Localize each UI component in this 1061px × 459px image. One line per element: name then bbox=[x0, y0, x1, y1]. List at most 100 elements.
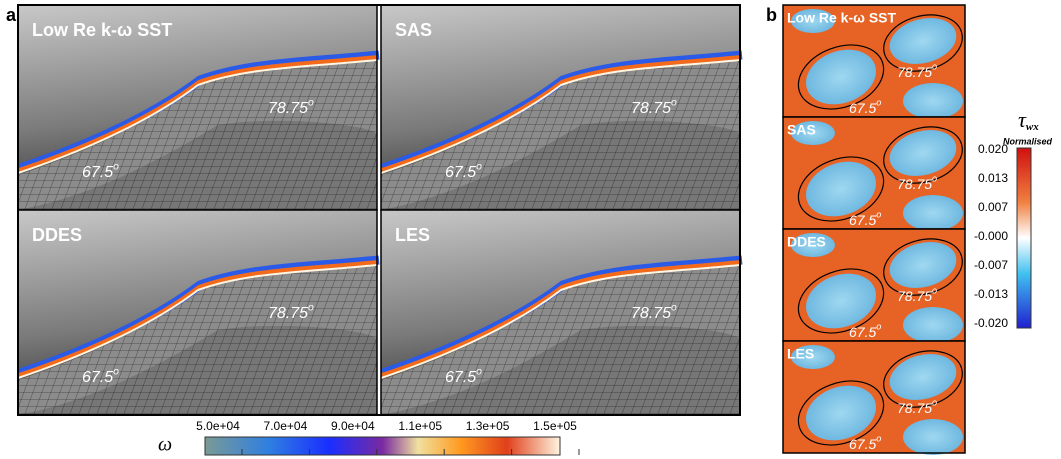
angle-label: 67.5o bbox=[82, 366, 119, 386]
angle-value: 78.75 bbox=[268, 305, 308, 322]
colorbar-tick-label: 9.0e+04 bbox=[331, 419, 375, 433]
angle-value: 78.75 bbox=[631, 100, 671, 117]
colorbar-tick-label: 0.007 bbox=[978, 200, 1008, 214]
angle-value: 67.5 bbox=[849, 100, 876, 116]
vortex-orange bbox=[381, 55, 742, 172]
shear-spot bbox=[806, 273, 876, 329]
colorbar-symbol: τwx bbox=[1018, 107, 1039, 132]
colorbar-tick-label: -0.007 bbox=[974, 258, 1008, 272]
colorbar-tick-label: -0.013 bbox=[974, 287, 1008, 301]
angle-sup: o bbox=[476, 366, 482, 377]
angle-label: 78.75o bbox=[268, 302, 314, 322]
vortex-orange bbox=[18, 55, 379, 172]
angle-sup: o bbox=[113, 366, 119, 377]
angle-value: 67.5 bbox=[849, 212, 876, 228]
angle-sup: o bbox=[932, 286, 937, 296]
vortex-core bbox=[380, 264, 741, 379]
panel-border bbox=[782, 340, 966, 454]
shear-spot bbox=[889, 241, 957, 289]
mesh-surface bbox=[381, 60, 740, 210]
angle-sup: o bbox=[932, 62, 937, 72]
shear-spot bbox=[791, 121, 835, 145]
angle-value: 78.75 bbox=[268, 100, 308, 117]
outline bbox=[883, 126, 963, 184]
outline bbox=[883, 350, 963, 408]
vortex-core bbox=[17, 59, 378, 174]
mesh-shade bbox=[381, 325, 740, 415]
angle-label: 78.75o bbox=[897, 62, 937, 80]
angle-label: 78.75o bbox=[268, 97, 314, 117]
symbol-subscript: wx bbox=[1026, 121, 1039, 133]
shear-spot bbox=[889, 17, 957, 65]
shear-spot bbox=[791, 345, 835, 369]
shear-spot bbox=[903, 419, 963, 455]
angle-value: 78.75 bbox=[631, 305, 671, 322]
colorbar-tick-label: 0.020 bbox=[978, 142, 1008, 156]
mesh-shade bbox=[18, 325, 377, 415]
panel-a-frame bbox=[17, 4, 741, 416]
vortex-orange bbox=[18, 260, 379, 377]
angle-value: 78.75 bbox=[897, 400, 932, 416]
shear-spot bbox=[806, 385, 876, 441]
angle-value: 78.75 bbox=[897, 288, 932, 304]
angle-value: 67.5 bbox=[445, 369, 476, 386]
colorbar-tick-label: 0.013 bbox=[978, 171, 1008, 185]
angle-sup: o bbox=[113, 161, 119, 172]
angle-value: 78.75 bbox=[897, 176, 932, 192]
angle-label: 78.75o bbox=[631, 97, 677, 117]
angle-label: 67.5o bbox=[849, 98, 881, 116]
colorbar-tick-label: 7.0e+04 bbox=[264, 419, 308, 433]
colorbar-subtitle: Normalised bbox=[1003, 136, 1053, 146]
colorbar-tick-label: 1.5e+05 bbox=[533, 419, 577, 433]
angle-label: 67.5o bbox=[445, 161, 482, 181]
vortex-core bbox=[17, 264, 378, 379]
mesh-surface bbox=[18, 60, 377, 210]
angle-sup: o bbox=[876, 210, 881, 220]
angle-sup: o bbox=[308, 97, 314, 108]
panel-title: LES bbox=[395, 225, 430, 245]
angle-sup: o bbox=[476, 161, 482, 172]
angle-sup: o bbox=[671, 302, 677, 313]
panel-title: SAS bbox=[395, 20, 432, 40]
angle-label: 78.75o bbox=[897, 286, 937, 304]
outline bbox=[883, 238, 963, 296]
shear-spot bbox=[889, 353, 957, 401]
vortex-orange bbox=[381, 260, 742, 377]
angle-label: 78.75o bbox=[897, 174, 937, 192]
angle-value: 67.5 bbox=[849, 324, 876, 340]
colorbar-ramp bbox=[204, 436, 561, 456]
colorbar-omega: ω 5.0e+04 7.0e+04 9.0e+04 1.1e+05 1.3e+05 1.5e… bbox=[158, 419, 580, 456]
angle-value: 67.5 bbox=[82, 369, 113, 386]
mesh-shade bbox=[381, 120, 740, 210]
angle-label: 67.5o bbox=[849, 434, 881, 452]
panel-title: Low Re k-ω SST bbox=[32, 20, 172, 40]
vortex-core bbox=[380, 59, 741, 174]
shear-spot bbox=[806, 49, 876, 105]
angle-sup: o bbox=[932, 174, 937, 184]
colorbar-tick-label: -0.000 bbox=[974, 229, 1008, 243]
angle-sup: o bbox=[876, 98, 881, 108]
mesh-shade bbox=[18, 120, 377, 210]
panel-title: SAS bbox=[787, 122, 816, 138]
colorbar-tick-label: 1.3e+05 bbox=[466, 419, 510, 433]
angle-label: 67.5o bbox=[82, 161, 119, 181]
outline bbox=[797, 380, 885, 446]
colorbar-tick-label: 1.1e+05 bbox=[398, 419, 442, 433]
shear-spot bbox=[889, 129, 957, 177]
angle-label: 78.75o bbox=[897, 398, 937, 416]
angle-label: 67.5o bbox=[849, 322, 881, 340]
angle-sup: o bbox=[308, 302, 314, 313]
panel-title: LES bbox=[787, 346, 814, 362]
shear-spot bbox=[791, 9, 835, 33]
angle-sup: o bbox=[671, 97, 677, 108]
angle-value: 78.75 bbox=[897, 64, 932, 80]
colorbar-tick-label: -0.020 bbox=[974, 316, 1008, 330]
